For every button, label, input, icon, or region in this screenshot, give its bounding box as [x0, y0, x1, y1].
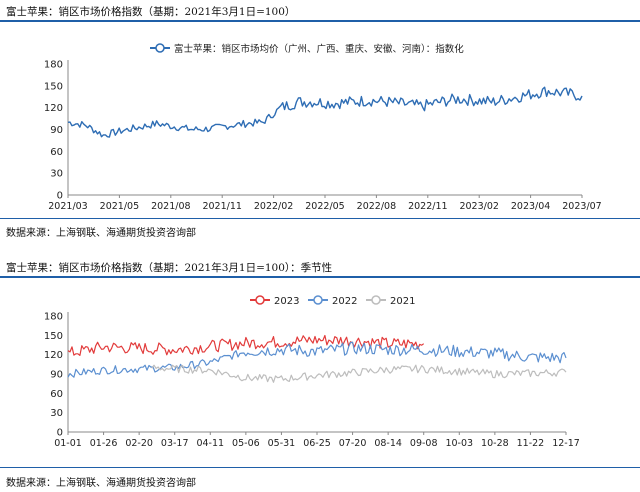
- x-tick-label: 08-14: [374, 438, 402, 449]
- x-tick-label: 10-03: [445, 438, 473, 449]
- x-tick-label: 10-28: [481, 438, 509, 449]
- legend-marker-2021: [371, 295, 381, 305]
- chart2-top-rule: [0, 276, 640, 278]
- chart2-bottom-rule: [0, 467, 640, 468]
- x-tick-label: 2022/02: [254, 201, 293, 212]
- y-tick-label: 0: [57, 428, 63, 439]
- series-line-2022: [67, 341, 567, 378]
- legend-label: 富士苹果：销区市场均价（广州、广西、重庆、安徽、河南）：指数化: [174, 43, 464, 55]
- legend-label-2022: 2022: [332, 296, 357, 307]
- chart1-bottom-rule: [0, 218, 640, 219]
- series-line-2021: [151, 364, 567, 383]
- legend-marker: [155, 43, 165, 53]
- series-line-富士苹果: [67, 86, 583, 138]
- x-tick-label: 01-01: [54, 438, 82, 449]
- x-tick-label: 2023/04: [511, 201, 550, 212]
- y-tick-label: 60: [50, 389, 63, 400]
- x-tick-label: 2021/08: [151, 201, 190, 212]
- x-tick-label: 03-17: [161, 438, 189, 449]
- x-tick-label: 09-08: [410, 438, 438, 449]
- y-tick-label: 90: [50, 370, 63, 381]
- x-tick-label: 01-26: [90, 438, 118, 449]
- legend-label-2023: 2023: [274, 296, 299, 307]
- x-tick-label: 07-20: [339, 438, 367, 449]
- y-tick-label: 120: [44, 350, 63, 361]
- x-tick-label: 2021/05: [100, 201, 139, 212]
- x-tick-label: 2023/02: [459, 201, 498, 212]
- x-tick-label: 02-20: [125, 438, 153, 449]
- x-tick-label: 2022/05: [305, 201, 344, 212]
- chart1-title: 富士苹果：销区市场价格指数（基期：2021年3月1日=100）: [6, 6, 296, 18]
- x-tick-label: 05-31: [268, 438, 296, 449]
- legend-marker-2022: [313, 295, 323, 305]
- x-tick-label: 05-06: [232, 438, 260, 449]
- y-tick-label: 0: [57, 191, 63, 202]
- chart2-title: 富士苹果：销区市场价格指数（基期：2021年3月1日=100）：季节性: [6, 262, 333, 274]
- x-tick-label: 06-25: [303, 438, 331, 449]
- x-tick-label: 2022/11: [408, 201, 447, 212]
- chart1-source: 数据来源：上海钢联、海通期货投资咨询部: [6, 228, 196, 239]
- legend-label-2021: 2021: [390, 296, 415, 307]
- y-tick-label: 30: [50, 169, 63, 180]
- chart1: 富士苹果：销区市场均价（广州、广西、重庆、安徽、河南）：指数化 0 30 60 90 12…: [44, 43, 602, 212]
- x-tick-label: 04-11: [196, 438, 224, 449]
- y-tick-label: 90: [50, 125, 63, 136]
- y-tick-label: 180: [44, 312, 63, 323]
- y-tick-label: 150: [44, 81, 63, 92]
- y-tick-label: 150: [44, 331, 63, 342]
- x-tick-label: 12-17: [552, 438, 580, 449]
- y-tick-label: 180: [44, 60, 63, 71]
- chart1-top-rule: [0, 20, 640, 22]
- x-tick-label: 2022/08: [357, 201, 396, 212]
- x-tick-label: 2021/03: [48, 201, 87, 212]
- y-tick-label: 30: [50, 408, 63, 419]
- y-tick-label: 60: [50, 147, 63, 158]
- y-tick-label: 120: [44, 103, 63, 114]
- chart2-source: 数据来源：上海钢联、海通期货投资咨询部: [6, 478, 196, 489]
- legend-marker-2023: [255, 295, 265, 305]
- x-tick-label: 2021/11: [202, 201, 241, 212]
- chart2: 2023 2022 2021 0 30 60 90 120 150 180 01-01 01-26 02…: [44, 295, 580, 449]
- x-tick-label: 11-22: [517, 438, 545, 449]
- series-line-2023: [67, 334, 425, 356]
- x-tick-label: 2023/07: [562, 201, 601, 212]
